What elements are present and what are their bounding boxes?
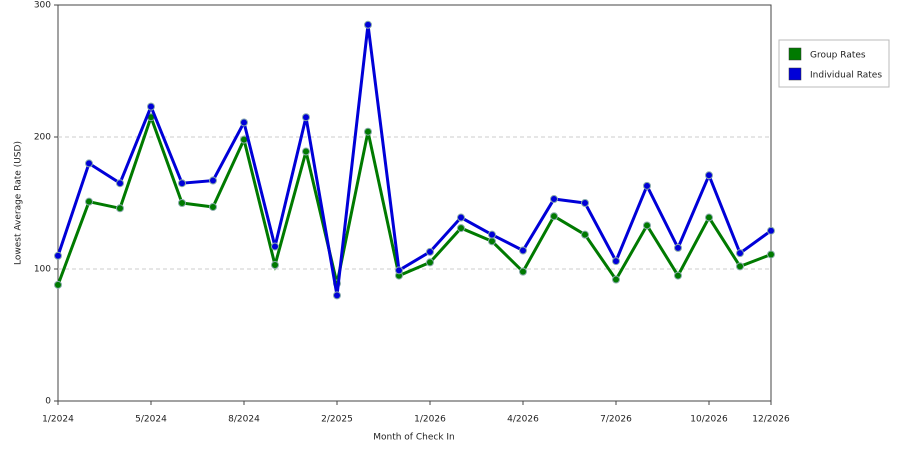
data-point [705,213,713,222]
data-point [643,181,651,190]
data-point [767,250,775,259]
data-point [457,213,465,222]
data-point [209,176,217,185]
data-point [333,291,341,300]
data-point [178,199,186,207]
legend: Group Rates Individual Rates [778,39,890,88]
y-tick-label: 300 [34,1,51,11]
data-point [302,113,310,122]
y-tick-label: 100 [34,265,51,275]
plot-frame [57,4,772,402]
x-axis-label: Month of Check In [373,433,455,443]
data-point [240,118,248,127]
series-line [56,24,772,296]
legend-swatch [788,67,802,81]
y-axis-label: Lowest Average Rate (USD) [14,141,24,265]
data-point [643,221,651,230]
legend-label: Individual Rates [810,71,882,81]
data-point [116,204,124,213]
data-point [457,224,465,233]
legend-label: Group Rates [810,51,866,61]
y-tick-label: 200 [34,133,51,143]
data-point [271,242,279,251]
data-point [736,249,744,258]
data-point [85,159,93,168]
data-point [116,179,124,188]
x-tick-label: 7/2026 [600,415,632,425]
x-tick-label: 2/2025 [321,415,353,425]
x-tick-label: 4/2026 [507,415,539,425]
data-point [674,271,682,280]
data-point [426,247,434,256]
data-point [612,257,620,266]
x-tick-label: 8/2024 [228,415,260,425]
data-point [581,230,589,239]
data-point [85,197,93,206]
data-point [302,147,310,156]
data-point [209,202,217,211]
data-point [54,280,62,289]
data-point [271,261,279,270]
data-point [705,171,713,180]
data-point [581,199,589,207]
data-point [54,251,62,260]
data-point [178,179,186,188]
x-tick-label: 5/2024 [135,415,167,425]
x-tick-label: 10/2026 [690,415,728,425]
data-point [147,102,155,111]
series-line [56,112,772,286]
legend-swatch [788,47,802,61]
data-point [364,20,372,29]
data-point [767,226,775,235]
data-point [612,275,620,284]
data-point [364,127,372,136]
data-point [519,267,527,276]
x-tick-label: 1/2026 [414,415,446,425]
data-point [736,262,744,271]
x-tick-label: 1/2024 [42,415,74,425]
data-point [550,195,558,204]
data-point [550,212,558,221]
data-point [488,237,496,246]
data-point [426,258,434,267]
data-point [674,243,682,252]
data-point [519,246,527,255]
y-tick-label: 0 [45,397,51,407]
data-point [488,230,496,239]
x-tick-label: 12/2026 [752,415,790,425]
data-point [395,266,403,275]
